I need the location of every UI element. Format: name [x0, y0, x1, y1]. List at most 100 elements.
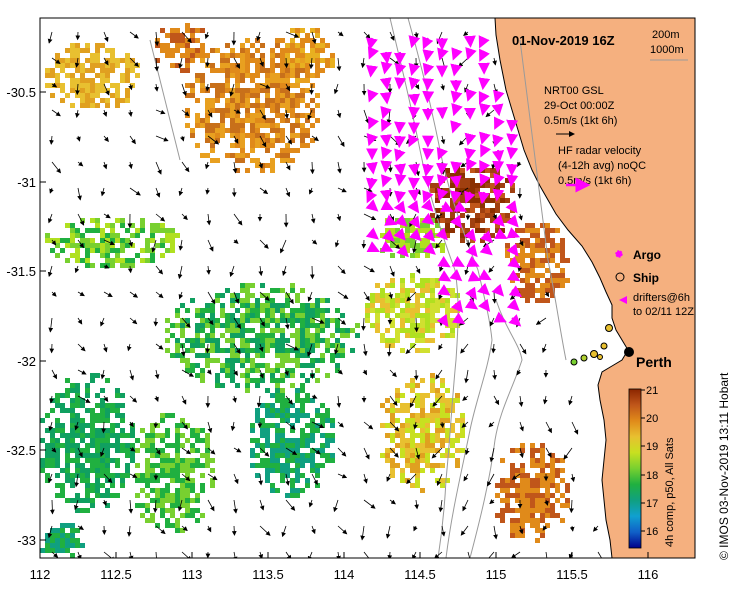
current-arrow — [518, 213, 523, 221]
sst-pixel — [270, 458, 275, 463]
sst-pixel — [85, 433, 90, 438]
sst-pixel — [165, 473, 170, 478]
sst-pixel — [310, 418, 315, 423]
sst-pixel — [310, 438, 315, 443]
sst-pixel — [300, 313, 305, 318]
sst-pixel — [525, 478, 530, 483]
sst-pixel — [410, 438, 415, 443]
current-arrow — [103, 551, 116, 558]
sst-pixel — [560, 278, 565, 283]
sst-pixel — [200, 353, 205, 358]
sst-pixel — [420, 488, 425, 493]
sst-pixel — [145, 493, 150, 498]
sst-pixel — [535, 278, 540, 283]
sst-pixel — [405, 403, 410, 408]
sst-pixel — [120, 243, 125, 248]
sst-pixel — [215, 88, 220, 93]
sst-pixel — [190, 298, 195, 303]
sst-pixel — [145, 503, 150, 508]
sst-pixel — [50, 533, 55, 538]
hf-radar-arrow — [451, 255, 465, 267]
sst-pixel — [65, 48, 70, 53]
sst-pixel — [500, 488, 505, 493]
sst-pixel — [170, 463, 175, 468]
sst-pixel — [410, 463, 415, 468]
sst-pixel — [230, 348, 235, 353]
sst-pixel — [285, 413, 290, 418]
sst-pixel — [100, 463, 105, 468]
sst-pixel — [420, 323, 425, 328]
sst-pixel — [175, 38, 180, 43]
sst-pixel — [190, 478, 195, 483]
sst-pixel — [50, 248, 55, 253]
sst-pixel — [165, 518, 170, 523]
sst-pixel — [65, 223, 70, 228]
sst-pixel — [420, 413, 425, 418]
sst-pixel — [290, 58, 295, 63]
sst-pixel — [280, 413, 285, 418]
sst-pixel — [115, 448, 120, 453]
sst-pixel — [405, 453, 410, 458]
sst-pixel — [230, 98, 235, 103]
sst-pixel — [540, 243, 545, 248]
sst-pixel — [130, 433, 135, 438]
sst-pixel — [505, 243, 510, 248]
sst-pixel — [190, 468, 195, 473]
sst-pixel — [180, 433, 185, 438]
sst-pixel — [180, 468, 185, 473]
sst-pixel — [255, 368, 260, 373]
sst-pixel — [295, 363, 300, 368]
sst-pixel — [265, 118, 270, 123]
sst-pixel — [550, 253, 555, 258]
current-arrow — [334, 239, 340, 248]
current-arrow — [307, 551, 313, 558]
sst-pixel — [180, 528, 185, 533]
sst-pixel — [275, 103, 280, 108]
sst-pixel — [515, 508, 520, 513]
current-arrow — [337, 31, 344, 37]
sst-pixel — [250, 43, 255, 48]
sst-pixel — [540, 458, 545, 463]
sst-pixel — [165, 338, 170, 343]
sst-pixel — [180, 53, 185, 58]
hf-radar-arrow — [505, 200, 518, 214]
sst-pixel — [95, 73, 100, 78]
sst-pixel — [190, 48, 195, 53]
sst-pixel — [325, 413, 330, 418]
map-title: 01-Nov-2019 16Z — [512, 33, 615, 48]
sst-pixel — [195, 493, 200, 498]
sst-pixel — [470, 168, 475, 173]
sst-pixel — [220, 108, 225, 113]
sst-pixel — [435, 278, 440, 283]
current-arrow — [597, 551, 605, 558]
sst-pixel — [235, 93, 240, 98]
sst-pixel — [195, 428, 200, 433]
sst-pixel — [245, 383, 250, 388]
sst-pixel — [425, 413, 430, 418]
sst-pixel — [250, 378, 255, 383]
current-arrow — [207, 135, 220, 145]
sst-pixel — [410, 433, 415, 438]
current-arrow — [233, 343, 241, 355]
sst-pixel — [115, 248, 120, 253]
sst-pixel — [340, 353, 345, 358]
current-arrow — [77, 369, 87, 375]
current-arrow — [48, 317, 54, 333]
sst-pixel — [400, 428, 405, 433]
sst-pixel — [70, 403, 75, 408]
sst-pixel — [260, 88, 265, 93]
sst-pixel — [210, 48, 215, 53]
sst-pixel — [205, 133, 210, 138]
current-arrow — [103, 395, 109, 403]
sst-pixel — [435, 308, 440, 313]
sst-pixel — [530, 288, 535, 293]
sst-pixel — [495, 493, 500, 498]
sst-pixel — [430, 373, 435, 378]
sst-pixel — [275, 353, 280, 358]
current-arrow — [129, 57, 139, 67]
sst-pixel — [270, 328, 275, 333]
sst-pixel — [445, 298, 450, 303]
sst-pixel — [505, 483, 510, 488]
sst-pixel — [530, 273, 535, 278]
sst-pixel — [470, 223, 475, 228]
